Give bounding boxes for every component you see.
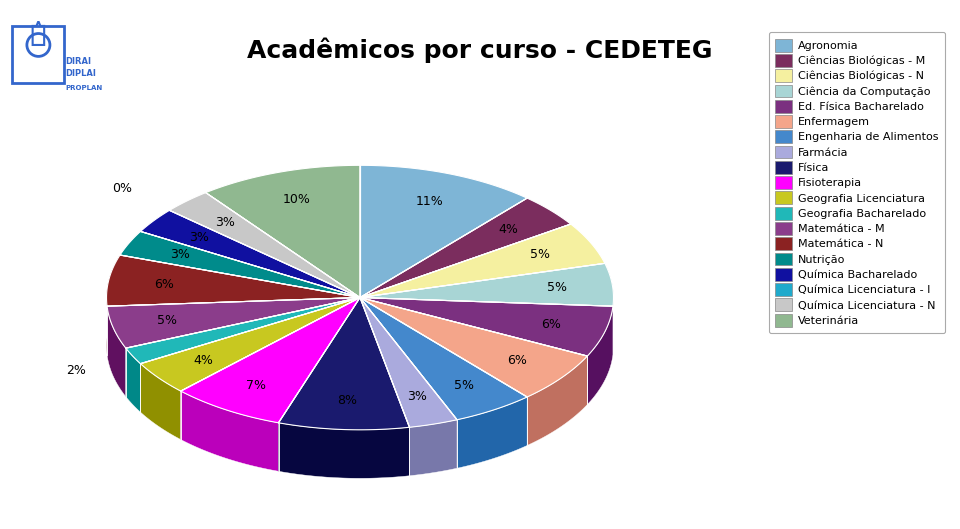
Text: 3%: 3% (189, 231, 209, 244)
Polygon shape (108, 306, 126, 397)
Polygon shape (120, 232, 360, 297)
Polygon shape (180, 391, 278, 471)
Polygon shape (126, 348, 140, 412)
Text: 0%: 0% (111, 182, 132, 195)
Polygon shape (588, 306, 612, 405)
Polygon shape (140, 211, 360, 297)
Polygon shape (278, 423, 410, 478)
Polygon shape (410, 419, 457, 476)
Text: 2%: 2% (66, 364, 85, 377)
Text: 4%: 4% (193, 354, 213, 367)
Polygon shape (169, 193, 360, 297)
Polygon shape (107, 255, 360, 306)
Polygon shape (180, 297, 360, 423)
Polygon shape (205, 166, 360, 297)
Text: Acadêmicos por curso - CEDETEG: Acadêmicos por curso - CEDETEG (248, 37, 712, 62)
Polygon shape (360, 263, 613, 306)
Text: 3%: 3% (407, 390, 427, 403)
Polygon shape (278, 297, 410, 430)
Text: 3%: 3% (170, 249, 190, 261)
Polygon shape (360, 224, 605, 297)
Bar (12, 26, 64, 83)
Polygon shape (360, 297, 612, 356)
Polygon shape (360, 198, 571, 297)
Polygon shape (140, 364, 180, 440)
Polygon shape (107, 255, 120, 355)
Text: DIRAI: DIRAI (65, 57, 91, 66)
Text: 7%: 7% (246, 379, 266, 391)
Polygon shape (360, 166, 527, 297)
Text: 5%: 5% (530, 249, 550, 261)
Text: 3%: 3% (215, 216, 235, 229)
Polygon shape (605, 263, 613, 355)
Polygon shape (457, 397, 527, 468)
Polygon shape (140, 297, 360, 391)
Polygon shape (527, 356, 588, 445)
Legend: Agronomia, Ciências Biológicas - M, Ciências Biológicas - N, Ciência da Computaç: Agronomia, Ciências Biológicas - M, Ciên… (769, 32, 945, 333)
Text: PROPLAN: PROPLAN (65, 85, 103, 91)
Polygon shape (108, 297, 360, 348)
Text: 5%: 5% (157, 314, 178, 327)
Text: 5%: 5% (547, 281, 566, 294)
Text: 10%: 10% (282, 194, 310, 206)
Text: 6%: 6% (507, 354, 527, 367)
Polygon shape (126, 297, 360, 364)
Text: 4%: 4% (498, 223, 518, 236)
Polygon shape (360, 297, 527, 419)
Polygon shape (360, 297, 588, 397)
Text: 5%: 5% (454, 379, 474, 391)
Text: 6%: 6% (541, 318, 561, 331)
Text: 11%: 11% (416, 195, 444, 207)
Text: 6%: 6% (154, 278, 174, 290)
Text: DIPLAI: DIPLAI (65, 69, 96, 78)
Polygon shape (360, 297, 457, 427)
Text: 8%: 8% (337, 394, 357, 407)
